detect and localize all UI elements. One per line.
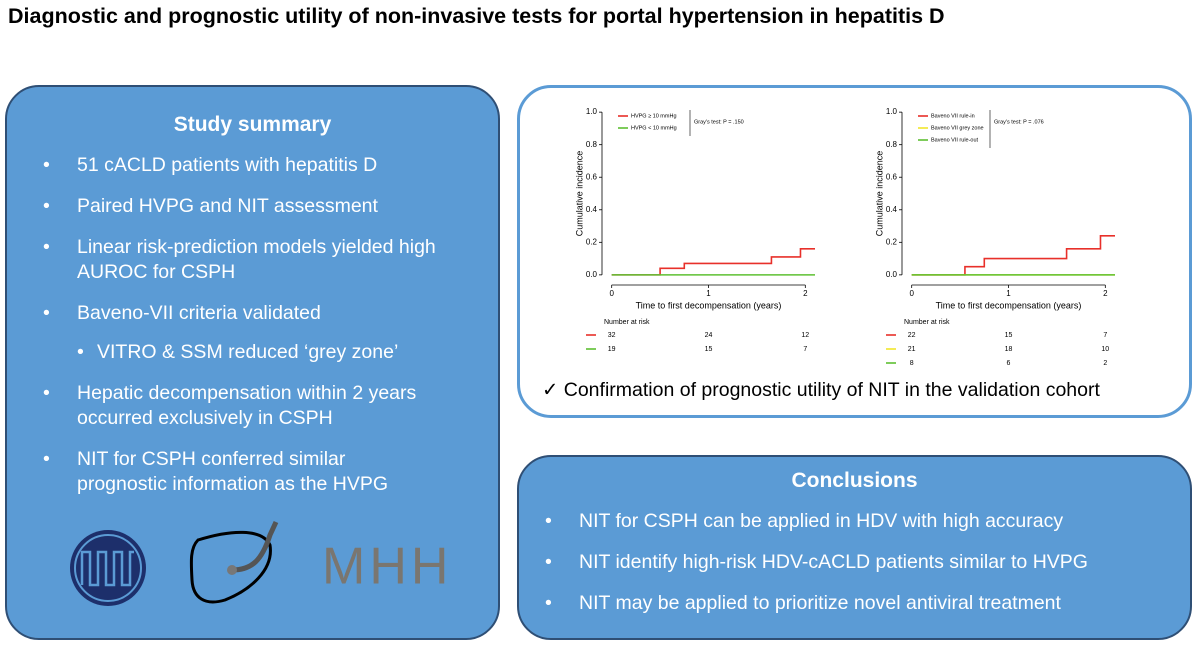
summary-list: 51 cACLD patients with hepatitis D Paired… [43, 153, 498, 497]
validation-box: ✓ Confirmation of prognostic utility of … [517, 85, 1192, 418]
validation-note: ✓ Confirmation of prognostic utility of … [542, 379, 1100, 401]
summary-heading: Study summary [173, 113, 332, 136]
conclusion-item: NIT identify high-risk HDV-cACLD patient… [545, 550, 1190, 575]
summary-item: NIT for CSPH conferred similar prognosti… [43, 447, 437, 497]
summary-item-text: Hepatic decompensation within 2 years oc… [77, 382, 417, 429]
conclusion-item: NIT may be applied to prioritize novel a… [545, 591, 1190, 616]
conclusions-box: Conclusions NIT for CSPH can be applied … [517, 455, 1192, 640]
conclusions-list: NIT for CSPH can be applied in HDV with … [545, 509, 1190, 616]
summary-item-text: Linear risk-prediction models yielded hi… [77, 236, 436, 283]
page-title: Diagnostic and prognostic utility of non… [8, 4, 945, 28]
summary-item: Baveno-VII criteria validated VITRO & SSM… [43, 301, 437, 365]
summary-item: Linear risk-prediction models yielded hi… [43, 235, 437, 285]
summary-item: Paired HVPG and NIT assessment [43, 194, 437, 219]
conclusion-item: NIT for CSPH can be applied in HDV with … [545, 509, 1190, 534]
conclusions-heading: Conclusions [791, 469, 918, 492]
summary-item-text: 51 cACLD patients with hepatitis D [77, 154, 378, 176]
summary-item-text: Paired HVPG and NIT assessment [77, 195, 378, 217]
summary-subitem: VITRO & SSM reduced ‘grey zone’ [77, 340, 437, 365]
summary-box: Study summary 51 cACLD patients with hep… [5, 85, 500, 640]
summary-item: 51 cACLD patients with hepatitis D [43, 153, 437, 178]
summary-item-text: NIT for CSPH conferred similar prognosti… [77, 448, 389, 495]
summary-item: Hepatic decompensation within 2 years oc… [43, 381, 437, 431]
summary-sublist: VITRO & SSM reduced ‘grey zone’ [77, 340, 437, 365]
summary-item-text: Baveno-VII criteria validated [77, 302, 321, 324]
